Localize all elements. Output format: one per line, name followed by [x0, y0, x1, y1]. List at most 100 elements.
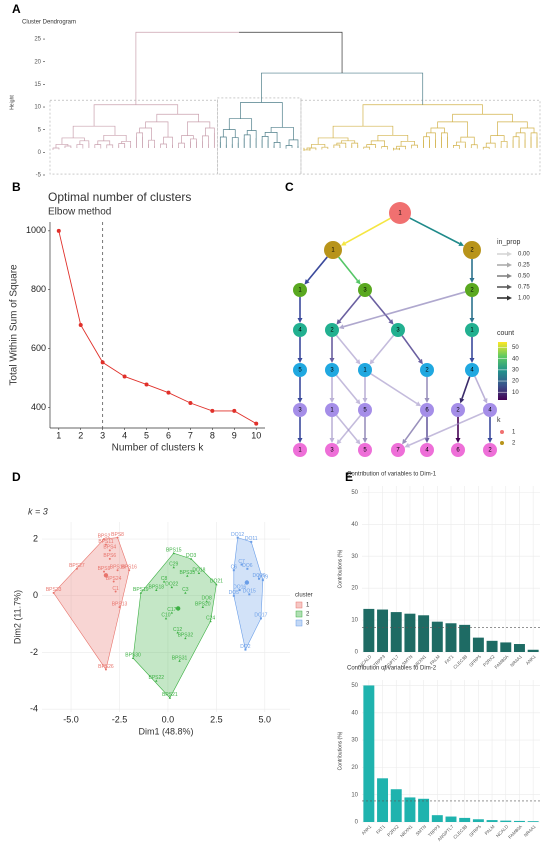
dendrogram-link	[145, 121, 169, 138]
bar	[404, 613, 416, 652]
y-tick-label: 40	[351, 522, 358, 528]
point	[197, 571, 201, 574]
arrowhead	[424, 398, 430, 403]
arrowhead	[487, 438, 493, 443]
point	[170, 611, 174, 614]
dendrogram-link	[97, 140, 111, 145]
point-label: BPS15	[166, 548, 182, 554]
x-tick-label: -5.0	[63, 714, 79, 724]
bar	[431, 621, 443, 652]
point-label: DO6	[242, 563, 253, 569]
edge	[401, 335, 423, 365]
chart-title: Cluster Dendrogram	[22, 20, 76, 26]
point-label: BPS19	[133, 587, 149, 593]
dendrogram-link	[270, 127, 294, 140]
x-tick-label: 0.0	[162, 714, 175, 724]
point-label: DO17	[254, 613, 267, 619]
legend-label: 0.00	[518, 252, 530, 258]
cluster-box	[49, 99, 218, 175]
node-label: 3	[396, 328, 400, 334]
arrowhead	[507, 284, 512, 290]
point	[78, 323, 83, 327]
point	[116, 536, 119, 539]
point-label: DO9	[258, 574, 269, 580]
dendrogram-link	[93, 104, 179, 127]
point-label: C1	[112, 586, 119, 592]
point-label: DO16	[233, 584, 246, 590]
node-label: 6	[456, 448, 460, 454]
point	[168, 696, 172, 699]
node	[293, 323, 307, 337]
point	[176, 631, 179, 634]
arrowhead	[304, 279, 310, 285]
dendrogram-link	[470, 144, 478, 148]
dendrogram-link	[500, 141, 508, 148]
point	[108, 549, 111, 552]
point-label: DO20	[252, 573, 265, 579]
edge	[370, 373, 422, 407]
point-label: DO2	[240, 644, 251, 650]
point	[112, 580, 115, 583]
arrowhead	[355, 359, 361, 365]
y-tick-label: 0	[38, 150, 42, 156]
y-tick-label: 0	[355, 820, 359, 826]
root-link	[238, 31, 343, 74]
chart-title: k = 3	[28, 506, 48, 516]
x-tick-label: 10	[251, 430, 261, 440]
bar	[418, 615, 430, 652]
arrowhead	[455, 438, 461, 443]
y-tick-label: 10	[351, 618, 358, 624]
centroid	[244, 580, 250, 585]
y-tick-label: 30	[351, 554, 358, 560]
y-tick-label: -5	[36, 173, 42, 179]
dendrogram-link	[64, 145, 72, 148]
legend-title: cluster	[295, 593, 313, 599]
node-label: 1	[470, 328, 474, 334]
node-label: 7	[396, 448, 400, 454]
point-label: BPS33	[46, 587, 62, 593]
edge-line	[401, 335, 421, 361]
y-tick-label: 40	[351, 710, 358, 716]
point-label: BPS16	[121, 565, 137, 571]
arrowhead	[355, 399, 361, 405]
dendrogram-link	[231, 137, 239, 148]
y-tick-label: 25	[34, 37, 41, 43]
dendrogram-link	[497, 121, 528, 136]
edge	[487, 417, 493, 443]
panel-letter: B	[12, 180, 21, 194]
point	[52, 591, 55, 594]
node	[420, 403, 434, 417]
dendrogram-link	[437, 121, 468, 138]
edge-line	[335, 334, 358, 362]
colorbar-label: 10	[512, 390, 519, 396]
point-label: BPS24	[106, 576, 122, 582]
point	[139, 591, 143, 594]
bar	[363, 608, 375, 652]
edge-line	[368, 294, 391, 322]
point	[248, 593, 251, 596]
colorbar	[498, 342, 507, 400]
x-tick-label: NR4A1	[509, 654, 523, 668]
x-tick-label: SFRP5	[468, 824, 482, 838]
point	[246, 567, 249, 570]
y-tick-label: -2	[30, 647, 38, 657]
x-tick-label: 2.5	[210, 714, 223, 724]
x-tick-label: 6	[166, 430, 171, 440]
x-tick-label: 5.0	[259, 714, 272, 724]
node-label: 1	[363, 368, 367, 374]
arrowhead	[362, 438, 368, 443]
legend-title: count	[497, 330, 514, 337]
edge-line	[461, 376, 471, 399]
arrowhead	[507, 295, 512, 301]
arrowhead	[469, 278, 475, 283]
x-tick-label: 9	[232, 430, 237, 440]
edge	[404, 412, 484, 448]
legend-title: in_prop	[497, 239, 520, 246]
arrowhead	[507, 273, 512, 279]
point-label: BPS2	[98, 533, 111, 539]
point-label: BPS10	[110, 565, 126, 571]
node	[420, 443, 434, 457]
dendrogram-link	[460, 136, 475, 145]
y-tick-label: 0	[355, 650, 359, 656]
x-tick-label: SMTN	[415, 824, 428, 837]
